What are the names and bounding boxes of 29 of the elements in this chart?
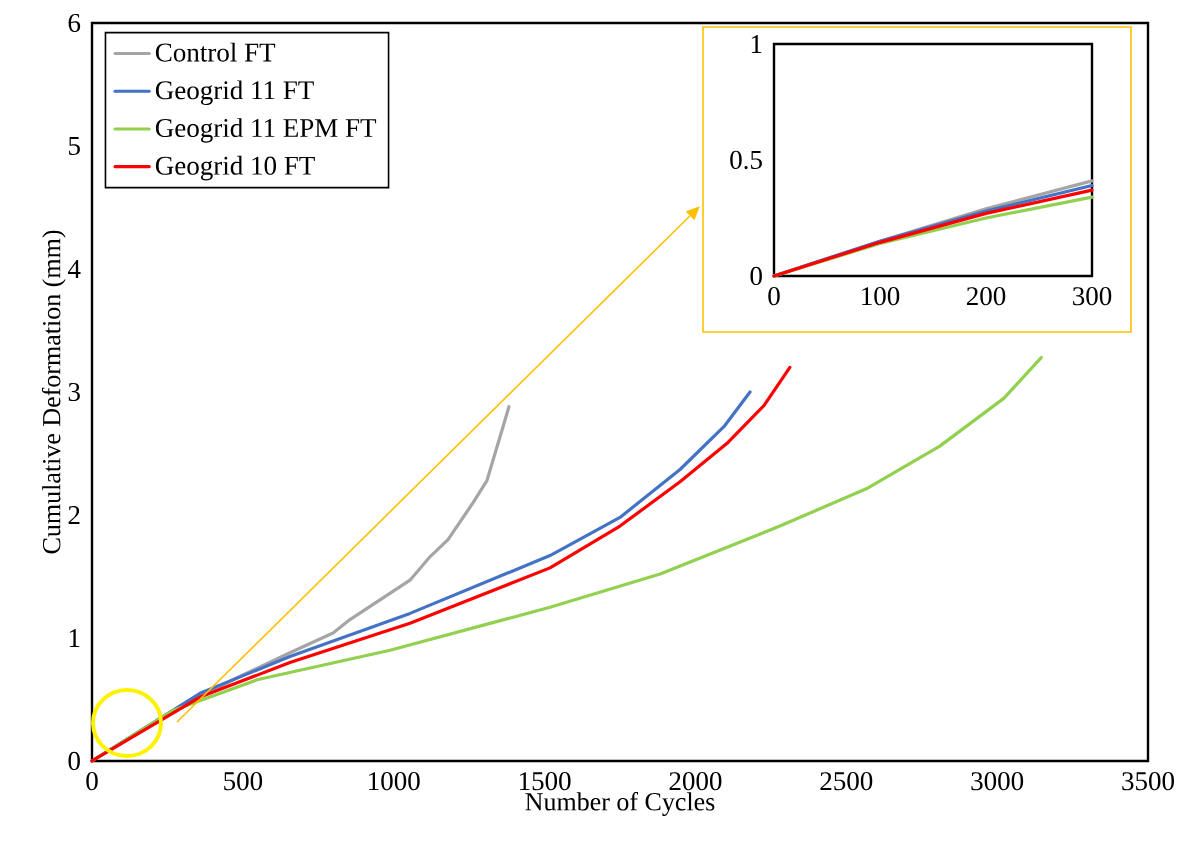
y-tick-label: 1: [69, 629, 80, 647]
y-tick-label: 0: [750, 266, 762, 286]
x-tick-label: 0: [768, 287, 780, 306]
x-tick-label: 2000: [669, 772, 722, 791]
y-tick-label: 3: [68, 382, 80, 402]
x-tick-label: 3500: [1122, 772, 1174, 791]
y-tick-label: 2: [68, 506, 80, 524]
legend-label: Geogrid 10 FT: [155, 155, 315, 181]
x-tick-label: 200: [966, 287, 1006, 306]
y-tick-label: 0: [68, 751, 80, 771]
x-tick-label: 2500: [820, 772, 873, 791]
line-series: [90, 355, 1043, 763]
y-tick-label: 1: [751, 35, 762, 53]
legend-label: Control FT: [155, 42, 276, 62]
y-tick-label: 0.5: [730, 150, 762, 170]
x-tick-label: 3000: [971, 772, 1024, 791]
x-axis-title: Number of Cycles: [525, 791, 715, 816]
x-tick-label: 500: [224, 772, 263, 791]
legend-label: Geogrid 11 FT: [155, 80, 314, 105]
x-tick-label: 300: [1073, 287, 1112, 306]
y-tick-label: 5: [69, 137, 80, 155]
y-tick-label: 6: [68, 13, 81, 33]
x-tick-label: 1000: [369, 772, 420, 791]
legend-label: Geogrid 11 EPM FT: [155, 118, 377, 143]
x-tick-label: 0: [86, 772, 98, 791]
x-tick-label: 100: [862, 287, 900, 306]
y-tick-label: 4: [67, 260, 81, 278]
x-tick-label: 1500: [519, 772, 571, 791]
y-axis-title: Cumulative Deformation (mm): [41, 230, 66, 554]
